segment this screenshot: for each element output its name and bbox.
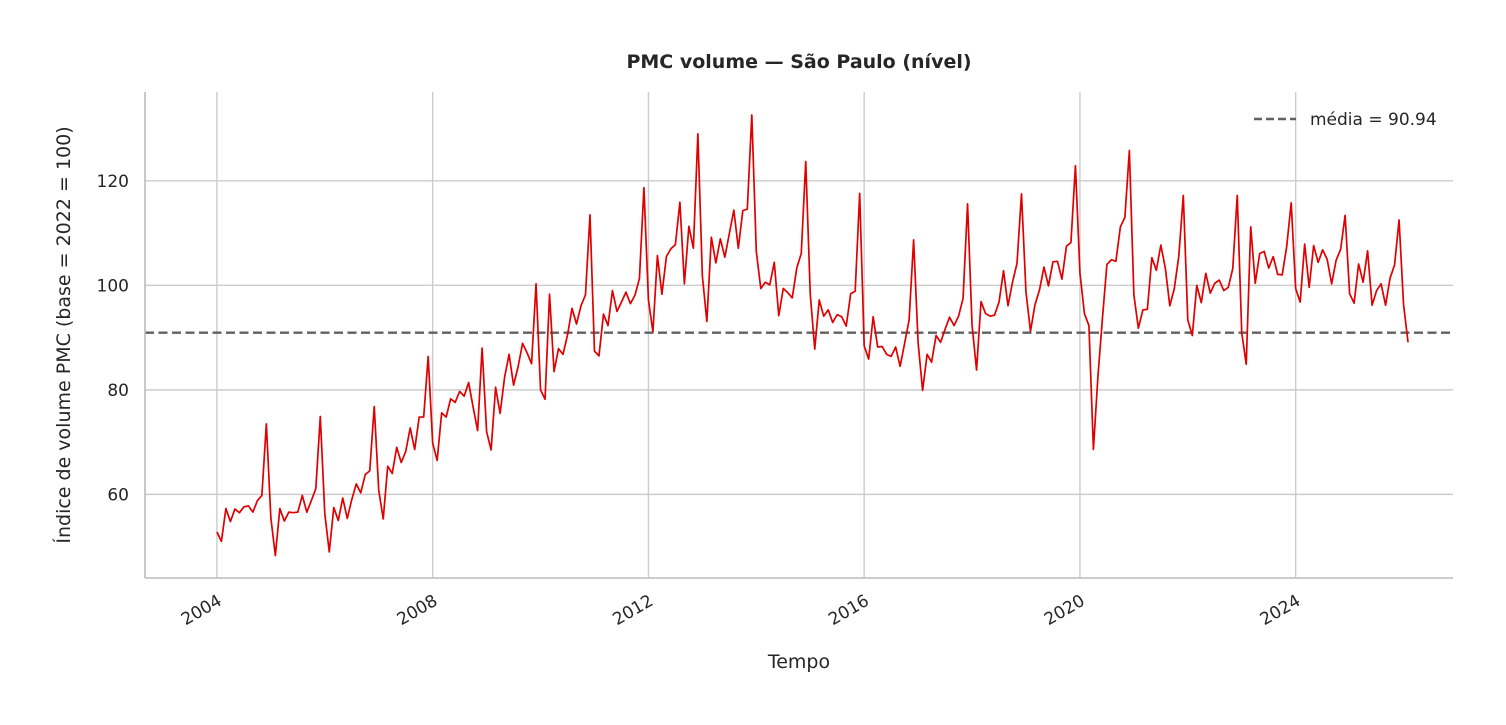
y-tick-labels: 60 80 100 120	[97, 172, 129, 506]
y-tick-label: 80	[107, 381, 129, 401]
x-gridlines	[216, 92, 1297, 578]
y-tick-label: 100	[97, 276, 129, 296]
x-tick-label: 2008	[394, 591, 441, 630]
legend-label-mean: média = 90.94	[1310, 110, 1437, 130]
y-tick-label: 60	[107, 485, 129, 505]
series-line	[216, 114, 1409, 557]
x-axis-label: Tempo	[767, 651, 830, 673]
chart-title: PMC volume — São Paulo (nível)	[626, 51, 971, 73]
x-tick-label: 2012	[609, 591, 656, 630]
y-tick-label: 120	[97, 172, 129, 192]
x-tick-labels: 2004 2008 2012 2016 2020 2024	[178, 591, 1304, 630]
y-axis-label: Índice de volume PMC (base = 2022 = 100)	[52, 126, 75, 543]
legend: média = 90.94	[1254, 110, 1437, 130]
x-tick-label: 2024	[1257, 591, 1304, 630]
x-tick-label: 2020	[1041, 591, 1088, 630]
y-gridlines	[145, 180, 1453, 496]
x-tick-label: 2016	[825, 591, 872, 630]
x-tick-label: 2004	[178, 591, 225, 630]
